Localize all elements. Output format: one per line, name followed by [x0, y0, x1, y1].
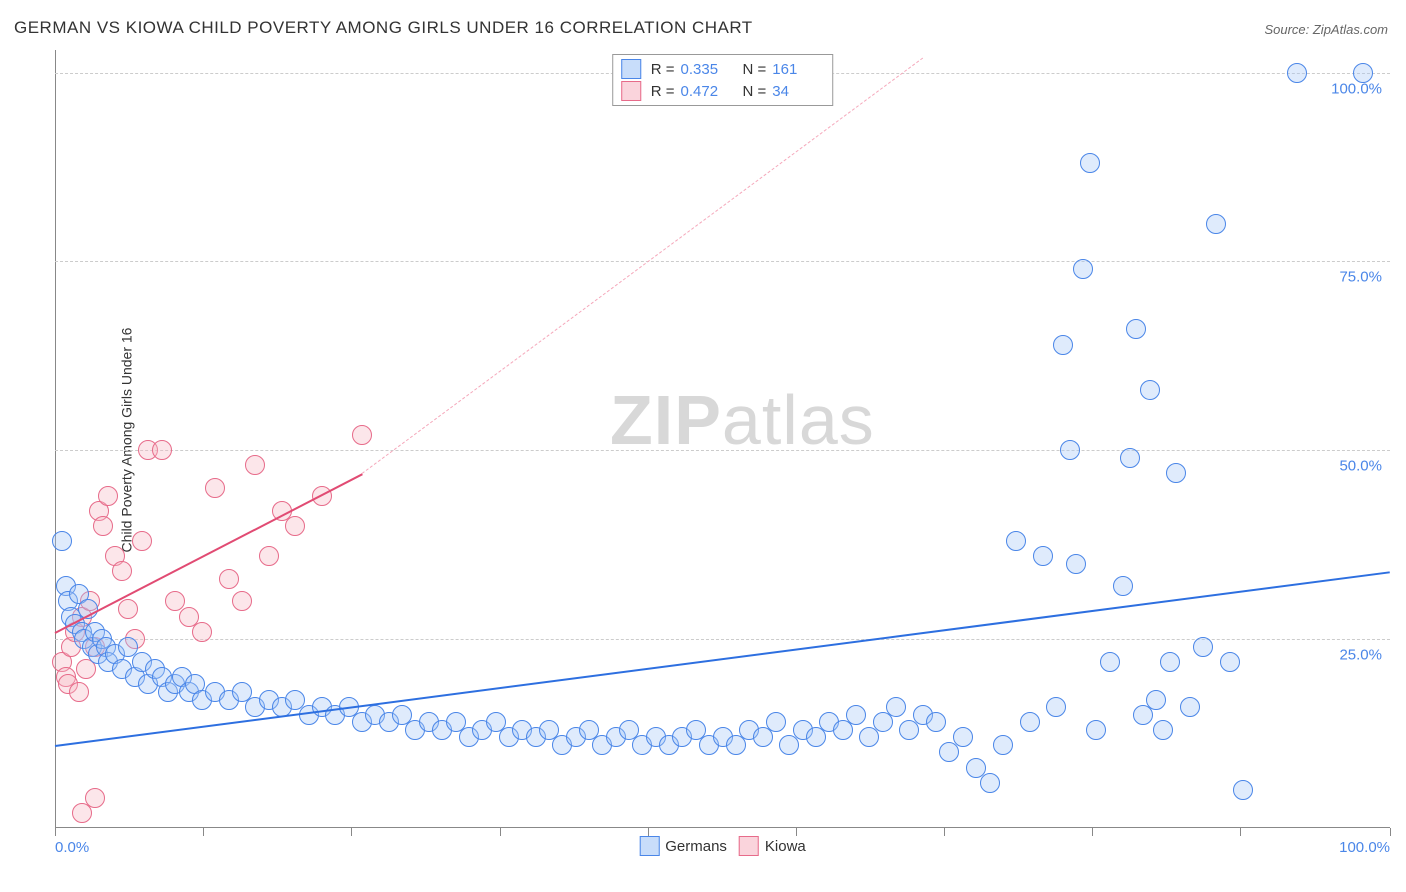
german-point [1046, 697, 1066, 717]
kiowa-point [112, 561, 132, 581]
x-tick [1240, 828, 1241, 836]
german-point [1180, 697, 1200, 717]
r-label: R = [651, 83, 675, 100]
kiowa-point [245, 455, 265, 475]
watermark-zip: ZIP [610, 381, 722, 459]
legend-item-german: Germans [639, 836, 727, 856]
n-label: N = [743, 83, 767, 100]
german-point [1146, 690, 1166, 710]
watermark: ZIPatlas [610, 380, 875, 460]
german-point [1160, 652, 1180, 672]
german-point [1033, 546, 1053, 566]
german-point [1020, 712, 1040, 732]
x-tick [55, 828, 56, 836]
source-attribution: Source: ZipAtlas.com [1264, 22, 1388, 37]
y-tick-label: 25.0% [1339, 647, 1382, 664]
trend-line [362, 58, 923, 474]
german-point [846, 705, 866, 725]
stats-row-german: R = 0.335 N = 161 [621, 58, 825, 80]
y-tick-label: 100.0% [1331, 80, 1382, 97]
x-axis-line [55, 827, 1390, 828]
kiowa-point [352, 425, 372, 445]
german-point [1053, 335, 1073, 355]
german-point [1287, 63, 1307, 83]
chart-title: GERMAN VS KIOWA CHILD POVERTY AMONG GIRL… [14, 18, 753, 38]
swatch-german [639, 836, 659, 856]
german-point [993, 735, 1013, 755]
gridline [55, 450, 1390, 451]
german-point [886, 697, 906, 717]
kiowa-n-value: 34 [772, 83, 824, 100]
german-point [1206, 214, 1226, 234]
y-axis-line [55, 50, 56, 828]
kiowa-point [205, 478, 225, 498]
series-legend: Germans Kiowa [639, 836, 806, 856]
y-tick-label: 50.0% [1339, 458, 1382, 475]
german-r-value: 0.335 [681, 61, 733, 78]
kiowa-point [69, 682, 89, 702]
kiowa-r-value: 0.472 [681, 83, 733, 100]
x-tick [203, 828, 204, 836]
x-tick-label: 0.0% [55, 839, 89, 856]
n-label: N = [743, 61, 767, 78]
german-point [766, 712, 786, 732]
legend-label-german: Germans [665, 838, 727, 855]
german-point [1086, 720, 1106, 740]
german-point [1353, 63, 1373, 83]
german-point [1220, 652, 1240, 672]
trend-line [55, 571, 1390, 747]
x-tick [944, 828, 945, 836]
german-n-value: 161 [772, 61, 824, 78]
swatch-kiowa [739, 836, 759, 856]
german-point [1233, 780, 1253, 800]
x-tick [796, 828, 797, 836]
kiowa-point [232, 591, 252, 611]
kiowa-point [118, 599, 138, 619]
german-point [1193, 637, 1213, 657]
watermark-atlas: atlas [722, 381, 875, 459]
german-point [1120, 448, 1140, 468]
kiowa-point [85, 788, 105, 808]
swatch-german [621, 59, 641, 79]
german-point [1006, 531, 1026, 551]
german-point [1060, 440, 1080, 460]
legend-item-kiowa: Kiowa [739, 836, 806, 856]
plot-area: ZIPatlas 25.0%50.0%75.0%100.0% 0.0%100.0… [55, 50, 1390, 828]
x-tick [351, 828, 352, 836]
x-tick-label: 100.0% [1339, 839, 1390, 856]
x-tick [500, 828, 501, 836]
stats-row-kiowa: R = 0.472 N = 34 [621, 80, 825, 102]
german-point [1126, 319, 1146, 339]
kiowa-point [98, 486, 118, 506]
german-point [1153, 720, 1173, 740]
german-point [926, 712, 946, 732]
kiowa-point [219, 569, 239, 589]
y-tick-label: 75.0% [1339, 269, 1382, 286]
german-point [1066, 554, 1086, 574]
x-tick [648, 828, 649, 836]
kiowa-point [152, 440, 172, 460]
r-label: R = [651, 61, 675, 78]
legend-label-kiowa: Kiowa [765, 838, 806, 855]
gridline [55, 639, 1390, 640]
kiowa-point [259, 546, 279, 566]
kiowa-point [192, 622, 212, 642]
swatch-kiowa [621, 81, 641, 101]
german-point [1140, 380, 1160, 400]
x-tick [1390, 828, 1391, 836]
german-point [52, 531, 72, 551]
gridline [55, 261, 1390, 262]
x-tick [1092, 828, 1093, 836]
german-point [1100, 652, 1120, 672]
german-point [953, 727, 973, 747]
german-point [1080, 153, 1100, 173]
german-point [1073, 259, 1093, 279]
german-point [1166, 463, 1186, 483]
stats-legend: R = 0.335 N = 161 R = 0.472 N = 34 [612, 54, 834, 106]
german-point [1113, 576, 1133, 596]
kiowa-point [132, 531, 152, 551]
german-point [980, 773, 1000, 793]
kiowa-point [93, 516, 113, 536]
kiowa-point [285, 516, 305, 536]
